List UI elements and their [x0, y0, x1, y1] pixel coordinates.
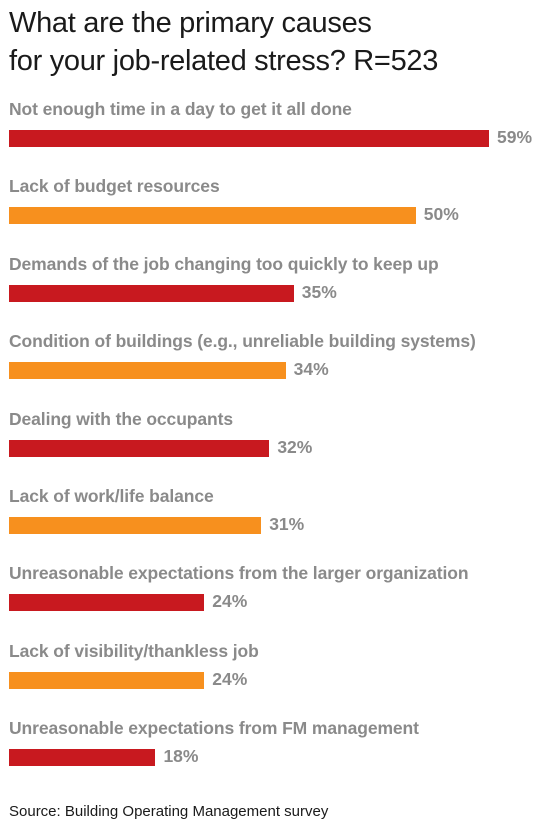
category-label: Lack of work/life balance — [9, 486, 214, 506]
value-label: 32% — [277, 436, 313, 457]
bar — [9, 594, 205, 612]
category-label: Unreasonable expectations from FM manage… — [9, 718, 419, 739]
value-label: 59% — [497, 127, 533, 147]
bar — [9, 207, 416, 225]
category-label: Dealing with the occupants — [9, 408, 233, 429]
value-label: 50% — [423, 204, 459, 225]
bar — [9, 749, 156, 767]
value-label: 35% — [301, 281, 337, 302]
category-label: Demands of the job changing too quickly … — [9, 253, 439, 274]
category-label: Lack of visibility/thankless job — [9, 640, 259, 661]
chart-title: What are the primary causes for your job… — [9, 4, 544, 80]
category-label: Not enough time in a day to get it all d… — [9, 99, 352, 119]
value-label: 34% — [293, 359, 329, 380]
bar — [9, 284, 294, 302]
chart-title-line-1: What are the primary causes — [9, 7, 372, 39]
bar — [9, 517, 262, 534]
value-label: 24% — [212, 591, 248, 612]
value-label: 31% — [269, 514, 305, 534]
source-note: Source: Building Operating Management su… — [9, 803, 329, 820]
value-label: 24% — [212, 668, 248, 689]
chart-title-line-2: for your job-related stress? R=523 — [9, 45, 439, 77]
bar — [9, 671, 205, 689]
bar — [9, 130, 489, 147]
value-label: 18% — [163, 746, 199, 767]
bar — [9, 439, 270, 457]
category-label: Lack of budget resources — [9, 176, 220, 197]
bar — [9, 362, 286, 380]
category-label: Condition of buildings (e.g., unreliable… — [9, 331, 476, 352]
category-label: Unreasonable expectations from the large… — [9, 563, 469, 584]
